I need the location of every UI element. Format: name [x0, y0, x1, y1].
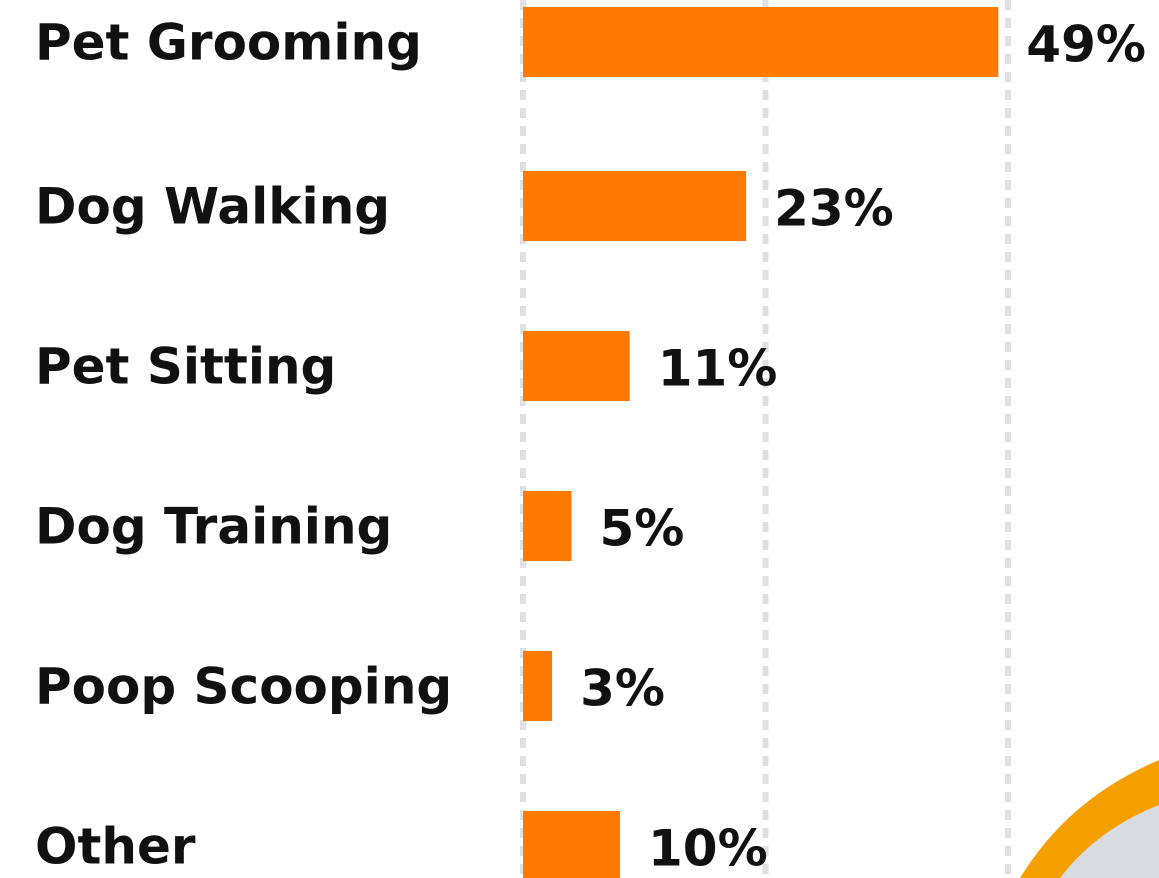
category-label: Poop Scooping: [35, 658, 452, 716]
value-label: 5%: [600, 500, 685, 558]
bar: [523, 491, 572, 561]
value-label: 49%: [1026, 16, 1146, 74]
value-label: 10%: [648, 820, 768, 878]
value-label: 23%: [774, 180, 894, 238]
bar: [523, 651, 553, 721]
category-label: Other: [35, 818, 196, 876]
category-label: Pet Grooming: [35, 14, 422, 72]
value-label: 3%: [580, 660, 665, 718]
value-label: 11%: [658, 340, 778, 398]
category-label: Pet Sitting: [35, 338, 336, 396]
category-label: Dog Training: [35, 498, 392, 556]
category-label: Dog Walking: [35, 178, 390, 236]
bar: [523, 7, 999, 77]
bar: [523, 811, 620, 878]
bar: [523, 171, 747, 241]
decoration: [1060, 805, 1159, 878]
bar: [523, 331, 630, 401]
